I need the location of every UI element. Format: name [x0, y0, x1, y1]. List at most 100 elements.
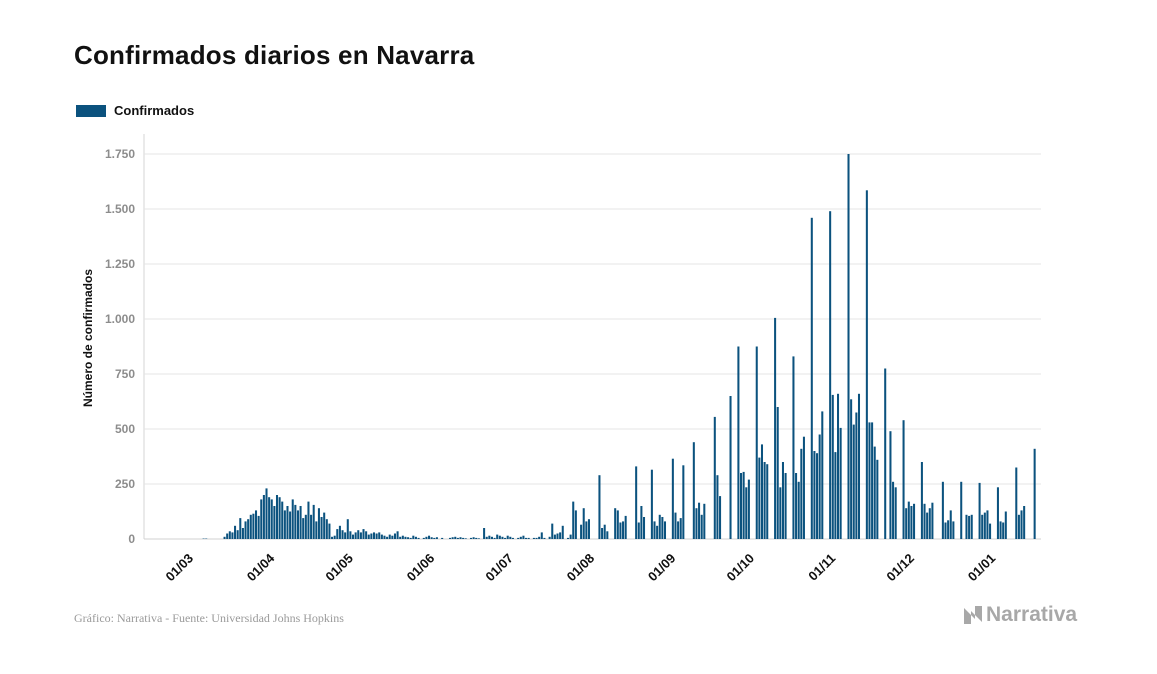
bar — [587, 519, 590, 539]
bar — [226, 533, 229, 539]
bar — [635, 466, 638, 539]
bar — [241, 528, 244, 539]
bar — [679, 518, 682, 539]
bar — [331, 536, 334, 539]
bar — [855, 412, 858, 539]
bar — [344, 532, 347, 539]
bar — [606, 531, 609, 539]
bar — [865, 190, 868, 540]
bar — [947, 520, 950, 539]
bar — [409, 537, 412, 539]
y-tick-label: 250 — [115, 477, 135, 491]
bar — [349, 531, 352, 539]
bar — [462, 537, 465, 539]
bar — [323, 512, 326, 539]
bar — [580, 524, 583, 539]
bar — [414, 536, 417, 539]
x-tick-label: 01/07 — [482, 551, 516, 585]
bar — [758, 457, 761, 539]
bar — [745, 487, 748, 539]
bar — [1002, 522, 1005, 539]
bar — [336, 529, 339, 539]
bar — [456, 537, 459, 539]
bar — [525, 537, 528, 539]
y-tick-label: 1.250 — [105, 257, 135, 271]
bar — [821, 411, 824, 539]
bar — [831, 394, 834, 539]
bar — [260, 499, 263, 539]
bar — [535, 537, 538, 539]
bar — [551, 523, 554, 539]
bar — [978, 482, 981, 539]
bar — [1033, 448, 1036, 539]
bar — [359, 532, 362, 539]
bar — [320, 517, 323, 539]
bar — [989, 523, 992, 539]
bar — [228, 531, 231, 539]
bar — [325, 519, 328, 539]
bar — [372, 532, 376, 539]
bar — [944, 522, 947, 539]
bar — [367, 534, 370, 539]
bar — [451, 537, 454, 539]
bar — [766, 464, 769, 539]
bar — [304, 514, 307, 539]
bar — [357, 530, 360, 539]
bar — [278, 497, 281, 539]
bar — [519, 536, 522, 539]
bar — [1004, 511, 1007, 539]
bar — [433, 537, 436, 539]
bar — [352, 534, 355, 539]
bar — [307, 501, 310, 539]
bar — [234, 525, 237, 539]
bar — [472, 537, 475, 539]
bar — [818, 434, 821, 539]
bar — [275, 495, 279, 539]
bar — [763, 462, 766, 539]
bar — [999, 521, 1002, 539]
y-tick-label: 1.750 — [105, 147, 135, 161]
bar — [559, 532, 562, 539]
bar — [905, 508, 908, 539]
bar — [1023, 506, 1026, 539]
bar — [268, 497, 271, 539]
bar — [252, 513, 255, 539]
bar — [795, 473, 798, 539]
bar — [847, 154, 850, 539]
bar — [852, 424, 855, 539]
bar — [960, 481, 963, 539]
bar — [585, 521, 588, 539]
y-tick-label: 500 — [115, 422, 135, 436]
bar — [464, 538, 467, 539]
bar — [538, 536, 541, 539]
bar — [800, 448, 803, 539]
bar — [459, 537, 462, 539]
bar — [511, 537, 514, 539]
bar — [965, 514, 968, 539]
bar — [674, 512, 677, 539]
legend-swatch — [76, 104, 106, 117]
bar — [598, 475, 601, 539]
bar — [488, 535, 491, 539]
bar — [310, 514, 313, 539]
bar — [742, 471, 745, 539]
bar — [333, 535, 336, 539]
bar — [740, 473, 743, 539]
bar — [986, 510, 989, 539]
bar — [857, 393, 861, 539]
bar — [249, 514, 252, 539]
bar — [417, 537, 420, 539]
bar — [640, 506, 643, 539]
bar — [637, 522, 640, 539]
bar — [496, 534, 499, 539]
bar — [996, 487, 999, 539]
bar — [698, 502, 701, 539]
bar — [810, 217, 813, 540]
bar — [556, 533, 559, 539]
bar — [792, 356, 795, 539]
bar — [1015, 467, 1018, 539]
bar — [273, 506, 276, 539]
y-tick-label: 750 — [115, 367, 135, 381]
bar — [619, 522, 622, 539]
bar — [622, 521, 625, 539]
